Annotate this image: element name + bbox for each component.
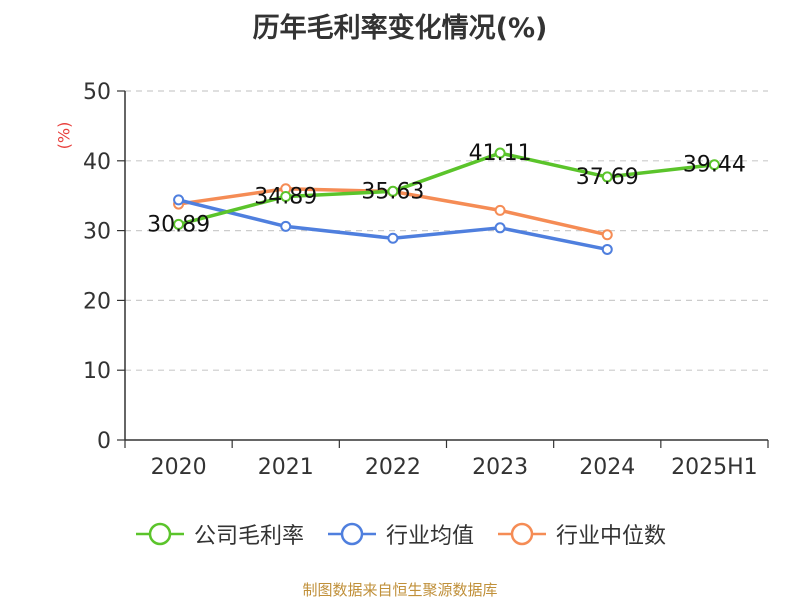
data-label: 37.69 — [576, 165, 639, 190]
data-point — [280, 190, 292, 202]
x-tick-label: 2020 — [151, 455, 207, 480]
legend-marker-icon — [498, 522, 546, 546]
x-tick-label: 2024 — [579, 455, 635, 480]
x-tick-label: 2023 — [472, 455, 528, 480]
data-point — [708, 159, 720, 171]
x-tick-label: 2022 — [365, 455, 421, 480]
data-point — [601, 229, 613, 241]
legend-label: 公司毛利率 — [193, 524, 304, 549]
legend-item: 公司毛利率 — [134, 518, 304, 550]
data-label: 34.89 — [254, 184, 317, 209]
chart-legend: 公司毛利率 行业均值 行业中位数 — [0, 518, 800, 550]
legend-item: 行业中位数 — [496, 518, 666, 550]
data-point — [494, 204, 506, 216]
data-label: 39.44 — [683, 153, 746, 178]
data-point — [173, 218, 185, 230]
chart-title: 历年毛利率变化情况(%) — [252, 13, 548, 44]
data-point — [387, 185, 399, 197]
data-point — [601, 171, 613, 183]
y-tick-label: 0 — [97, 429, 111, 454]
x-tick-label: 2025H1 — [671, 455, 758, 480]
y-tick-label: 30 — [83, 220, 111, 245]
data-point — [173, 194, 185, 206]
data-source-note: 制图数据来自恒生聚源数据库 — [302, 581, 498, 599]
legend-label: 行业中位数 — [556, 524, 667, 549]
x-tick-label: 2021 — [258, 455, 314, 480]
series-line-0 — [178, 151, 715, 227]
data-point — [494, 222, 506, 234]
legend-label: 行业均值 — [385, 524, 474, 549]
legend-marker-icon — [135, 522, 184, 546]
data-label: 41.11 — [469, 141, 532, 166]
y-tick-label: 50 — [83, 80, 111, 105]
data-point — [494, 147, 506, 159]
y-tick-label: 10 — [83, 359, 111, 384]
data-label: 35.63 — [361, 179, 424, 204]
legend-item: 行业均值 — [326, 518, 474, 550]
data-point — [601, 243, 613, 255]
data-point — [280, 220, 292, 232]
legend-marker-icon — [327, 522, 376, 546]
data-point — [387, 232, 399, 244]
data-label: 30.89 — [147, 212, 210, 237]
y-tick-label: 20 — [83, 289, 111, 314]
y-tick-label: 40 — [83, 150, 111, 175]
